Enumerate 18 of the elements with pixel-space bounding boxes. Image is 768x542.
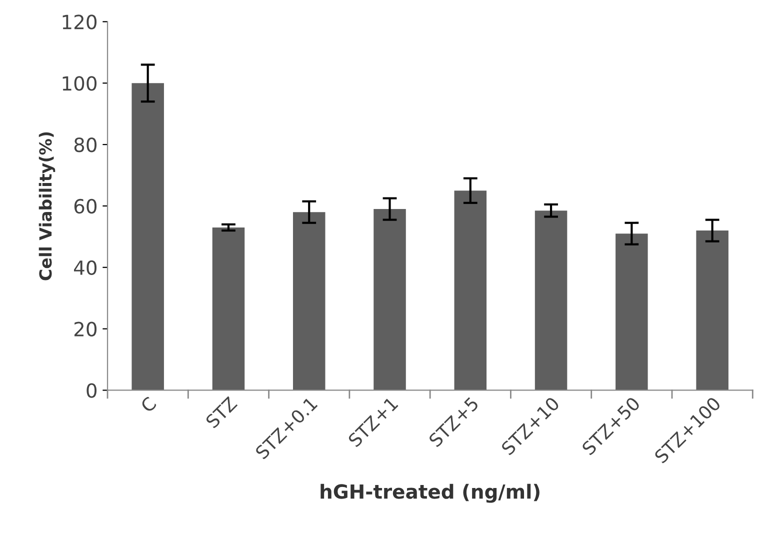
- bar: [616, 234, 648, 390]
- x-axis-title: hGH-treated (ng/ml): [320, 484, 540, 503]
- y-axis-title: Cell Viability(%): [38, 132, 56, 280]
- bar: [132, 83, 164, 390]
- y-tick-label: 0: [86, 383, 97, 398]
- y-tick-label: 120: [62, 14, 97, 30]
- y-tick-label: 100: [62, 76, 97, 91]
- bar: [212, 227, 245, 390]
- bar: [374, 209, 406, 390]
- y-tick-label: 60: [74, 198, 97, 214]
- y-tick-label: 20: [74, 322, 97, 336]
- bar: [454, 190, 487, 390]
- y-tick-label: 80: [74, 137, 97, 152]
- bar: [292, 212, 326, 390]
- bar: [696, 230, 728, 390]
- x-tick-label: C: [140, 396, 158, 414]
- y-tick-label: 40: [74, 260, 97, 276]
- bar: [534, 210, 568, 390]
